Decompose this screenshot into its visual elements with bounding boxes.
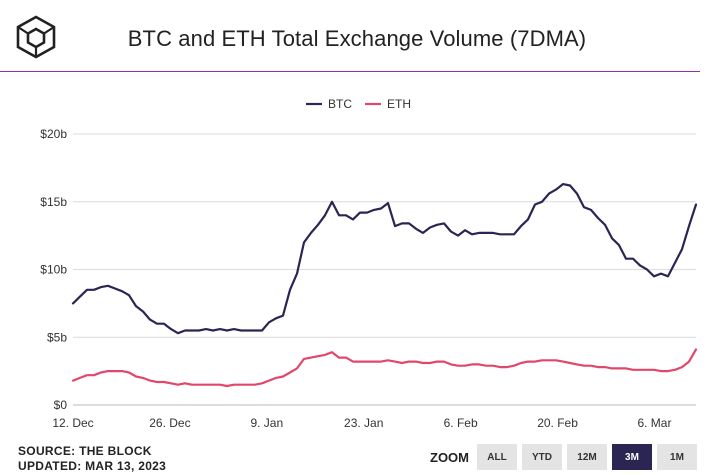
source-text: SOURCE: THE BLOCK — [18, 444, 152, 458]
x-tick-label: 12. Dec — [52, 416, 93, 430]
zoom-1m-button[interactable]: 1M — [657, 444, 697, 470]
x-tick-label: 6. Mar — [637, 416, 671, 430]
series-lines — [71, 183, 698, 388]
zoom-label: ZOOM — [430, 450, 469, 465]
legend-label-btc[interactable]: BTC — [328, 97, 352, 111]
chart-title: BTC and ETH Total Exchange Volume (7DMA) — [127, 26, 587, 51]
series-line-btc — [71, 183, 698, 335]
x-tick-label: 9. Jan — [250, 416, 283, 430]
zoom-12m-button[interactable]: 12M — [567, 444, 607, 470]
x-tick-label: 6. Feb — [444, 416, 478, 430]
volume-line-chart: $0 $5b $10b $15b $20b 12. Dec 26. Dec 9. Jan 23… — [40, 97, 698, 430]
x-tick-label: 23. Jan — [344, 416, 383, 430]
legend-label-eth[interactable]: ETH — [387, 97, 411, 111]
zoom-ytd-button[interactable]: YTD — [522, 444, 562, 470]
zoom-3m-button[interactable]: 3M — [612, 444, 652, 470]
chart-legend: BTC ETH — [306, 97, 411, 111]
the-block-logo-icon — [16, 15, 56, 59]
y-tick-label: $0 — [54, 398, 68, 412]
grid-lines — [73, 133, 696, 406]
series-line-eth — [71, 348, 698, 388]
zoom-all-button[interactable]: ALL — [477, 444, 517, 470]
chart-footer: SOURCE: THE BLOCK UPDATED: MAR 13, 2023 — [18, 444, 166, 474]
x-tick-label: 20. Feb — [537, 416, 578, 430]
y-tick-label: $5b — [47, 330, 67, 344]
updated-text: UPDATED: MAR 13, 2023 — [18, 459, 167, 473]
chart-header: BTC and ETH Total Exchange Volume (7DMA) — [0, 0, 714, 72]
y-tick-label: $15b — [40, 195, 67, 209]
x-axis-ticks: 12. Dec 26. Dec 9. Jan 23. Jan 6. Feb 20. Feb… — [52, 416, 671, 430]
header-divider — [0, 71, 700, 72]
y-tick-label: $10b — [40, 263, 67, 277]
x-tick-label: 26. Dec — [149, 416, 190, 430]
y-tick-label: $20b — [40, 127, 67, 141]
y-axis-ticks: $0 $5b $10b $15b $20b — [40, 127, 67, 412]
